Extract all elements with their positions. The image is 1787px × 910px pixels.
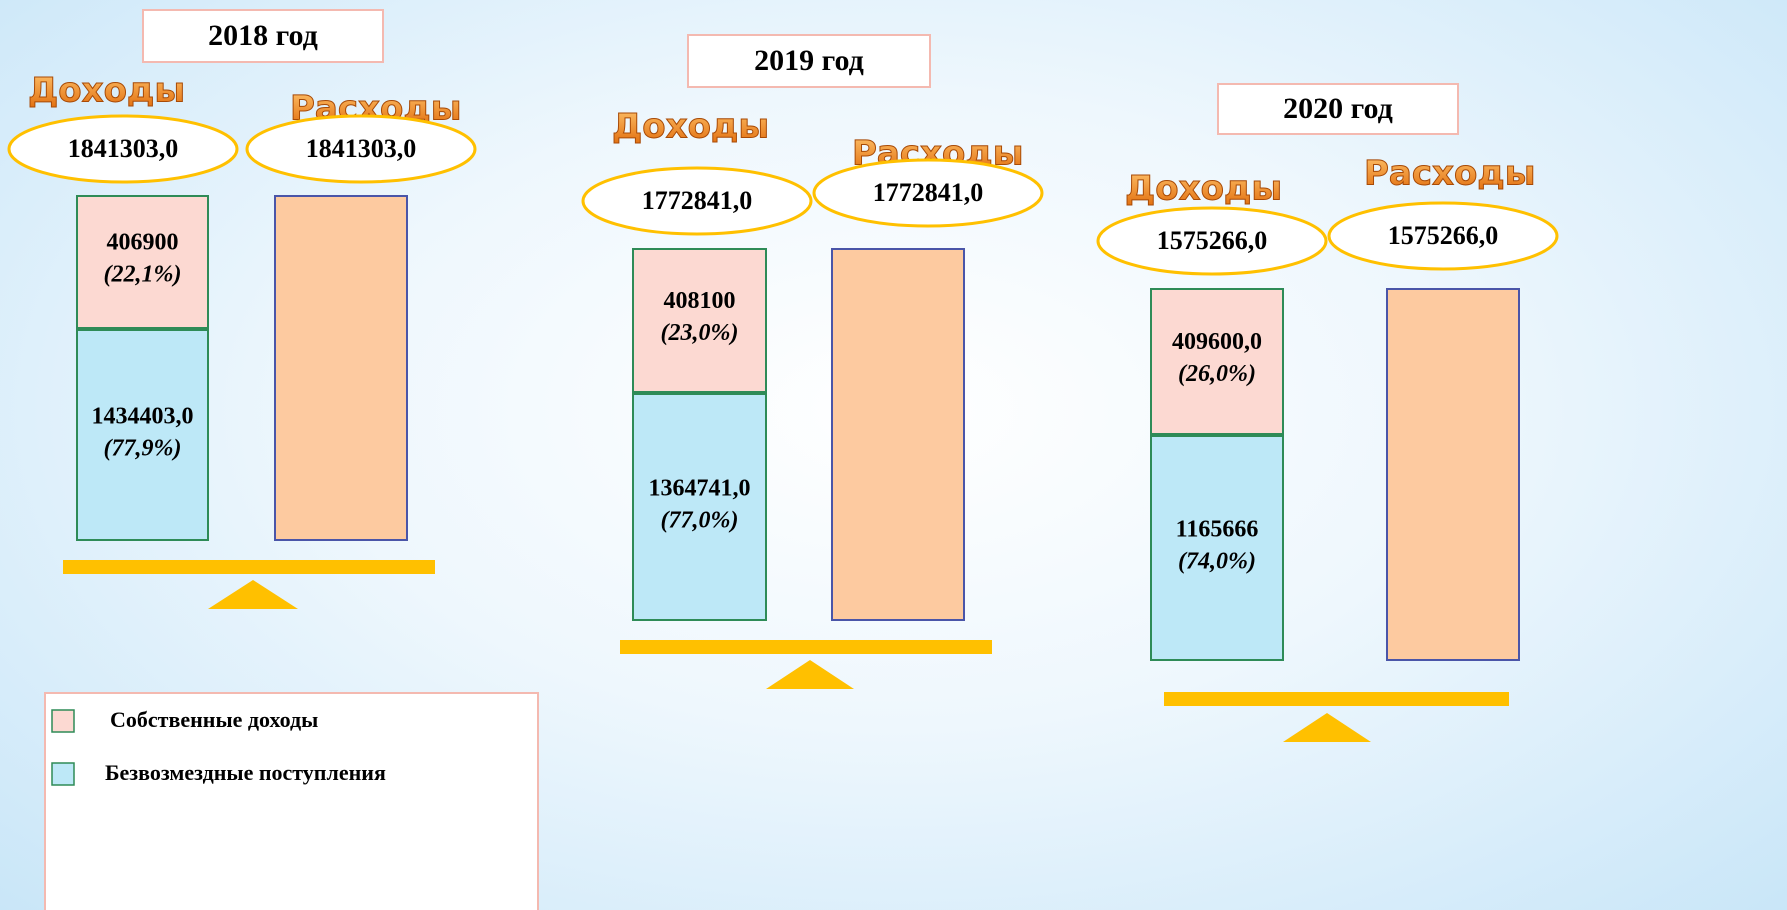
total-ellipse	[812, 158, 1044, 228]
income-heading: Доходы	[28, 71, 185, 111]
total-value: 1575266,0	[1388, 221, 1499, 250]
own-income-share: (22,1%)	[104, 262, 182, 288]
total-ellipse	[245, 114, 477, 184]
total-ellipse	[7, 114, 239, 184]
grants-value: 1434403,0	[92, 404, 194, 430]
legend-label: Собственные доходы	[110, 707, 318, 732]
scale-pivot	[766, 660, 854, 689]
year-title: 2018 год	[208, 19, 318, 52]
total-value: 1772841,0	[642, 186, 753, 215]
title-box	[142, 9, 384, 63]
legend-swatch	[51, 709, 75, 733]
scale-beam	[63, 560, 435, 574]
year-title: 2019 год	[754, 44, 864, 77]
expense-bar	[1386, 288, 1520, 661]
own-income-segment	[632, 248, 767, 393]
grants-segment	[1150, 435, 1284, 661]
scale-beam	[620, 640, 992, 654]
own-income-segment	[76, 195, 209, 329]
total-value: 1841303,0	[68, 134, 179, 163]
own-income-segment	[1150, 288, 1284, 435]
expense-bar	[274, 195, 408, 541]
year-title: 2020 год	[1283, 92, 1393, 125]
expense-bar	[831, 248, 965, 621]
total-ellipse	[1096, 206, 1328, 276]
own-income-share: (26,0%)	[1178, 361, 1256, 387]
legend-box	[44, 692, 539, 910]
grants-share: (77,0%)	[661, 508, 739, 534]
grants-value: 1165666	[1176, 517, 1259, 543]
title-box	[687, 34, 931, 88]
scale-pivot	[1283, 713, 1371, 742]
grants-segment	[632, 393, 767, 621]
legend-swatch	[51, 762, 75, 786]
legend-label: Безвозмездные поступления	[105, 760, 386, 785]
total-value: 1772841,0	[873, 178, 984, 207]
scale-beam	[1164, 692, 1509, 706]
scale-pivot	[208, 580, 298, 609]
income-heading: Доходы	[612, 107, 769, 147]
grants-segment	[76, 329, 209, 541]
total-value: 1575266,0	[1157, 226, 1268, 255]
own-income-value: 406900	[107, 230, 179, 256]
income-heading: Доходы	[1125, 169, 1282, 209]
total-ellipse	[1327, 201, 1559, 271]
own-income-share: (23,0%)	[661, 320, 739, 346]
grants-share: (77,9%)	[104, 436, 182, 462]
expense-heading: Расходы	[1364, 154, 1536, 194]
own-income-value: 408100	[664, 288, 736, 314]
grants-value: 1364741,0	[649, 476, 751, 502]
total-ellipse	[581, 166, 813, 236]
own-income-value: 409600,0	[1172, 329, 1262, 355]
title-box	[1217, 83, 1459, 135]
grants-share: (74,0%)	[1178, 549, 1256, 575]
total-value: 1841303,0	[306, 134, 417, 163]
